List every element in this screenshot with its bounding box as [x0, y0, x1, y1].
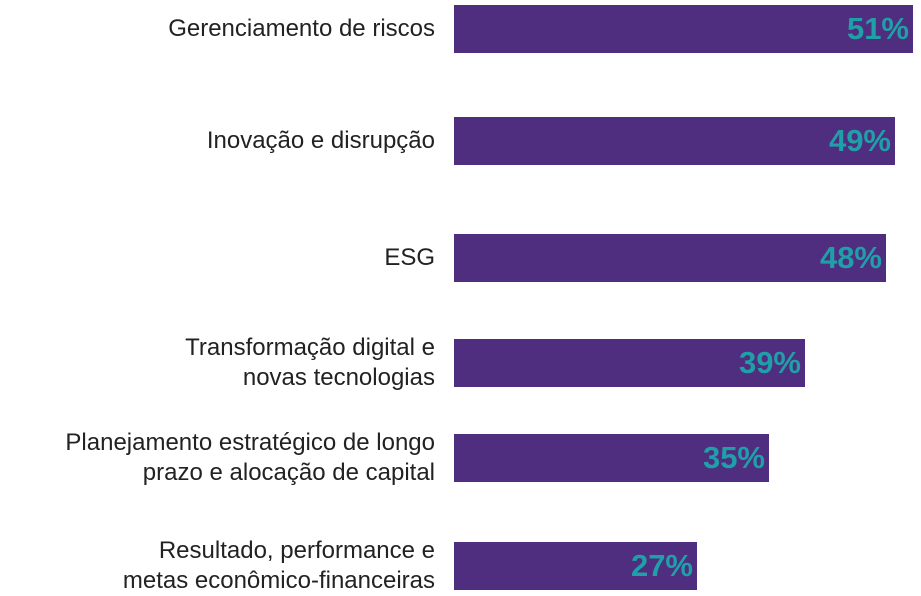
category-label: ESG: [384, 244, 435, 271]
bar: [454, 339, 805, 387]
bar: [454, 234, 886, 282]
category-label: Resultado, performance e metas econômico…: [122, 537, 435, 594]
category-label: Planejamento estratégico de longo prazo …: [65, 429, 435, 486]
value-label: 27%: [630, 548, 693, 583]
category-label: Transformação digital e novas tecnologia…: [185, 334, 435, 391]
bar: [454, 117, 895, 165]
value-label: 49%: [828, 123, 891, 158]
value-label: 51%: [846, 11, 909, 46]
category-label: Inovação e disrupção: [206, 127, 435, 154]
bar: [454, 434, 769, 482]
value-label: 48%: [819, 240, 882, 275]
category-label: Gerenciamento de riscos: [168, 15, 435, 42]
value-label: 39%: [738, 345, 801, 380]
value-label: 35%: [702, 440, 765, 475]
bar: [454, 5, 913, 53]
bar: [454, 542, 697, 590]
